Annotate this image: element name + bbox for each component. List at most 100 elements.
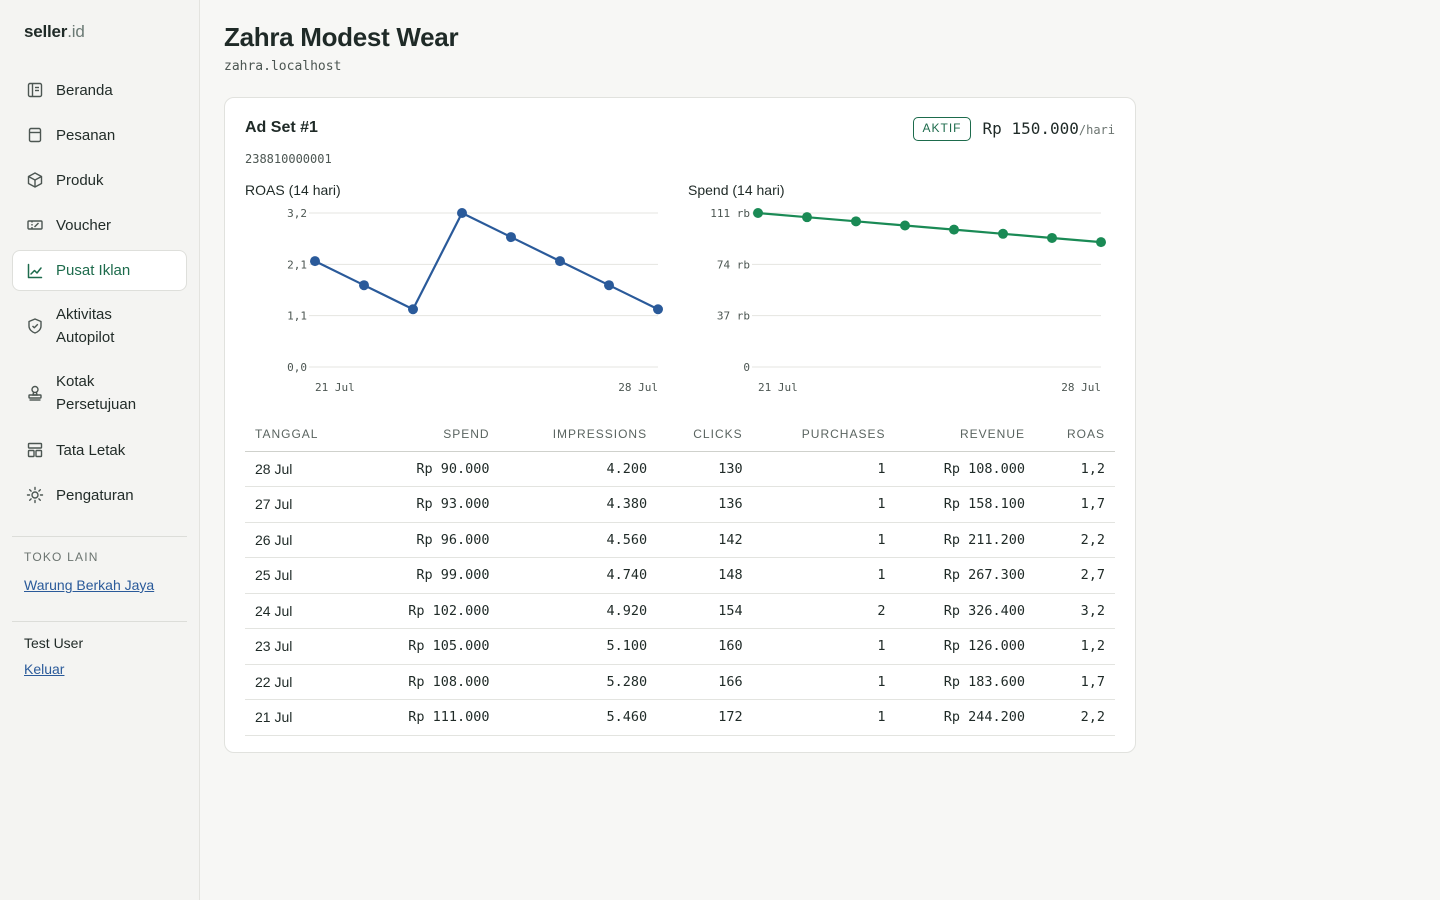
col-header: TANGGAL xyxy=(245,418,360,452)
data-point xyxy=(310,256,320,267)
sidebar-item-label: Pengaturan xyxy=(56,486,134,504)
table-cell: Rp 267.300 xyxy=(895,557,1035,594)
table-cell: 1 xyxy=(752,628,896,665)
table-cell: 1 xyxy=(752,451,896,487)
roas-chart-title: ROAS (14 hari) xyxy=(245,182,341,198)
table-cell: 4.380 xyxy=(499,486,658,523)
x-tick-label: 28 Jul xyxy=(618,381,658,394)
sidebar-item-tata-letak[interactable]: Tata Letak xyxy=(12,438,187,462)
status-badge: AKTIF xyxy=(913,117,971,141)
data-point xyxy=(949,224,959,235)
data-point xyxy=(1096,237,1106,248)
data-point xyxy=(900,220,910,231)
table-header-row: TANGGAL SPEND IMPRESSIONS CLICKS PURCHAS… xyxy=(245,418,1115,452)
table-cell: 160 xyxy=(657,628,753,665)
table-cell: 4.740 xyxy=(499,557,658,594)
table-cell: 1 xyxy=(752,699,896,736)
orders-icon xyxy=(26,126,44,144)
sidebar-item-label: Beranda xyxy=(56,81,113,99)
other-stores-heading: TOKO LAIN xyxy=(24,550,99,564)
sidebar-item-pusat-iklan[interactable]: Pusat Iklan xyxy=(12,250,187,291)
logout-link[interactable]: Keluar xyxy=(24,661,65,677)
sidebar-item-kotak-persetujuan[interactable]: Kotak Persetujuan xyxy=(12,370,187,416)
layout-icon xyxy=(26,441,44,459)
table-cell: 5.460 xyxy=(499,699,658,736)
sidebar-item-label: Voucher xyxy=(56,216,112,234)
table-cell: 142 xyxy=(657,522,753,558)
table-cell: 5.280 xyxy=(499,664,658,700)
budget-amount: Rp 150.000 xyxy=(982,119,1079,138)
table-cell: 1,2 xyxy=(1035,451,1115,487)
table-row: 28 Jul Rp 90.000 4.200 130 1 Rp 108.000 1,2 xyxy=(245,451,1115,487)
adset-title: Ad Set #1 xyxy=(245,119,318,136)
table-row: 25 Jul Rp 99.000 4.740 148 1 Rp 267.300 2,7 xyxy=(245,557,1115,594)
sidebar-item-beranda[interactable]: Beranda xyxy=(12,78,187,102)
sidebar-item-pesanan[interactable]: Pesanan xyxy=(12,123,187,147)
table-cell: Rp 326.400 xyxy=(895,593,1035,629)
series-line xyxy=(314,211,659,311)
col-header: SPEND xyxy=(360,418,500,452)
adset-id: 238810000001 xyxy=(245,152,332,166)
ticket-icon xyxy=(26,216,44,234)
table-cell: 21 Jul xyxy=(245,699,360,736)
data-point xyxy=(604,280,614,291)
table-cell: 23 Jul xyxy=(245,628,360,665)
user-name: Test User xyxy=(24,635,84,651)
y-tick-label: 3,2 xyxy=(287,207,307,220)
x-tick-label: 28 Jul xyxy=(1061,381,1101,394)
table-row: 22 Jul Rp 108.000 5.280 166 1 Rp 183.600 1,7 xyxy=(245,664,1115,700)
table-cell: Rp 183.600 xyxy=(895,664,1035,700)
data-point xyxy=(408,304,418,315)
home-icon xyxy=(26,81,44,99)
table-cell: 3,2 xyxy=(1035,593,1115,629)
chart-line-icon xyxy=(26,262,44,280)
spend-chart: 0 37 rb 74 rb 111 rb 21 Jul 28 Jul xyxy=(710,207,1106,394)
table-cell: Rp 96.000 xyxy=(360,522,500,558)
y-tick-label: 0,0 xyxy=(287,361,307,374)
table-cell: 4.560 xyxy=(499,522,658,558)
brand-name: seller xyxy=(24,22,68,41)
brand-suffix: .id xyxy=(67,22,85,41)
data-point xyxy=(753,208,763,218)
series-line xyxy=(757,211,1102,244)
other-store-link[interactable]: Warung Berkah Jaya xyxy=(24,577,155,593)
sidebar-divider xyxy=(12,621,187,622)
sidebar-item-produk[interactable]: Produk xyxy=(12,168,187,192)
table-row: 21 Jul Rp 111.000 5.460 172 1 Rp 244.200 2,2 xyxy=(245,699,1115,736)
table-cell: Rp 99.000 xyxy=(360,557,500,594)
table-cell: 1,7 xyxy=(1035,486,1115,523)
shield-check-icon xyxy=(26,317,44,335)
col-header: CLICKS xyxy=(657,418,753,452)
col-header: ROAS xyxy=(1035,418,1115,452)
table-cell: 2,7 xyxy=(1035,557,1115,594)
sidebar: seller.id Beranda Pesanan Produk Voucher… xyxy=(0,0,200,900)
stamp-icon xyxy=(26,384,44,402)
table-cell: 1 xyxy=(752,522,896,558)
table-cell: 172 xyxy=(657,699,753,736)
table-cell: Rp 105.000 xyxy=(360,628,500,665)
table-row: 27 Jul Rp 93.000 4.380 136 1 Rp 158.100 1,7 xyxy=(245,486,1115,523)
table-cell: 4.200 xyxy=(499,451,658,487)
table-cell: 1,7 xyxy=(1035,664,1115,700)
data-point xyxy=(802,212,812,223)
page-title: Zahra Modest Wear xyxy=(224,22,459,52)
table-cell: Rp 108.000 xyxy=(360,664,500,700)
table-cell: Rp 111.000 xyxy=(360,699,500,736)
sidebar-item-aktivitas-autopilot[interactable]: Aktivitas Autopilot xyxy=(12,303,187,349)
y-tick-label: 0 xyxy=(743,361,750,374)
table-cell: 2,2 xyxy=(1035,522,1115,558)
table-row: 23 Jul Rp 105.000 5.100 160 1 Rp 126.000 1,2 xyxy=(245,628,1115,665)
data-point xyxy=(359,280,369,291)
sidebar-item-label: Kotak Persetujuan xyxy=(56,373,137,413)
table-cell: Rp 126.000 xyxy=(895,628,1035,665)
sidebar-item-label: Aktivitas Autopilot xyxy=(56,306,115,346)
table-cell: 27 Jul xyxy=(245,486,360,523)
table-cell: 22 Jul xyxy=(245,664,360,700)
table-cell: 2,2 xyxy=(1035,699,1115,736)
sidebar-item-pengaturan[interactable]: Pengaturan xyxy=(12,483,187,507)
store-domain: zahra.localhost xyxy=(224,59,342,74)
sidebar-item-label: Tata Letak xyxy=(56,441,126,459)
brand-logo[interactable]: seller.id xyxy=(24,22,85,42)
y-tick-label: 2,1 xyxy=(287,258,307,271)
sidebar-item-voucher[interactable]: Voucher xyxy=(12,213,187,237)
